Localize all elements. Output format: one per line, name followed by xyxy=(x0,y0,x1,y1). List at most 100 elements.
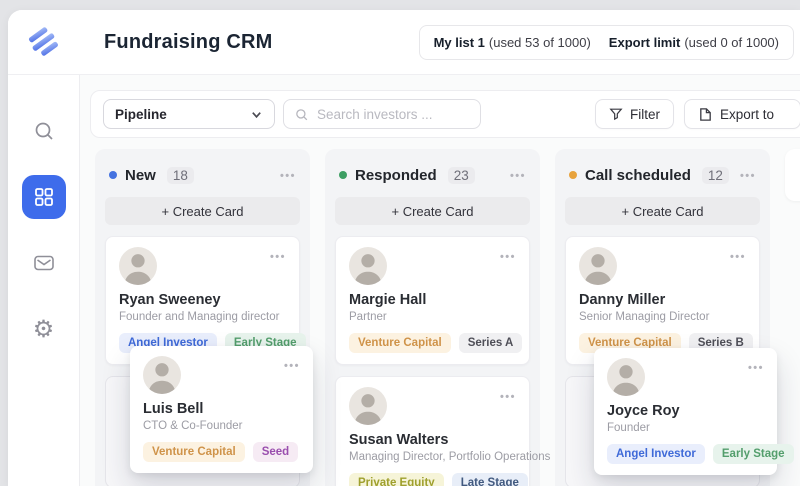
sidebar: ⚙ xyxy=(8,75,80,486)
person-silhouette-icon xyxy=(584,254,612,285)
column-count-badge: 12 xyxy=(701,166,729,184)
search-icon xyxy=(35,122,53,140)
page-title: Fundraising CRM xyxy=(104,30,273,53)
avatar xyxy=(579,247,617,285)
next-column-partial xyxy=(785,149,800,201)
investor-role: CTO & Co-Founder xyxy=(143,420,243,432)
sidebar-item-search[interactable] xyxy=(22,109,66,153)
column-title: Call scheduled xyxy=(585,166,691,184)
avatar xyxy=(119,247,157,285)
card-menu-icon[interactable] xyxy=(748,358,764,376)
mail-icon xyxy=(33,255,54,271)
gear-icon: ⚙ xyxy=(32,315,55,343)
investor-role: Partner xyxy=(349,311,387,323)
tag-early-stage: Early Stage xyxy=(712,444,794,464)
create-card-button[interactable]: + Create Card xyxy=(105,197,300,225)
my-list-usage-value: (used 53 of 1000) xyxy=(488,34,591,50)
floating-investor-card[interactable]: Joyce Roy Founder Angel Investor Early St… xyxy=(594,348,794,475)
card-menu-icon[interactable] xyxy=(270,247,286,265)
person-silhouette-icon xyxy=(354,254,382,285)
usage-stats-box: My list 1 (used 53 of 1000) Export limit(… xyxy=(418,24,794,60)
app-window: Fundraising CRM My list 1 (used 53 of 100… xyxy=(8,10,800,486)
floating-investor-card[interactable]: Luis Bell CTO & Co-Founder Venture Capit… xyxy=(130,346,313,473)
investor-role: Senior Managing Director xyxy=(579,311,710,323)
my-list-label: My list 1 xyxy=(433,34,485,50)
filter-button[interactable]: Filter xyxy=(594,99,674,129)
status-dot xyxy=(339,171,347,179)
avatar xyxy=(349,247,387,285)
column-header: Responded 23 xyxy=(335,159,530,197)
tag-list: Venture Capital Series A xyxy=(349,333,523,353)
avatar xyxy=(607,358,645,396)
tag-angel-investor: Angel Investor xyxy=(607,444,705,464)
main-content: Pipeline Search investors ... xyxy=(80,75,800,486)
investor-name: Luis Bell xyxy=(143,401,204,417)
board-toolbar: Pipeline Search investors ... xyxy=(90,90,800,138)
investor-card[interactable]: Margie Hall Partner Venture Capital Serie… xyxy=(335,236,530,365)
person-silhouette-icon xyxy=(124,254,152,285)
tag-list: Private Equity Late Stage xyxy=(349,473,528,486)
create-card-button[interactable]: + Create Card xyxy=(565,197,760,225)
investor-name: Joyce Roy xyxy=(607,403,680,419)
export-limit-usage-value: (used 0 of 1000) xyxy=(684,34,779,50)
tag-series-a: Series A xyxy=(458,333,523,353)
investor-card[interactable]: Ryan Sweeney Founder and Managing direct… xyxy=(105,236,306,365)
app-logo[interactable] xyxy=(8,22,80,62)
sidebar-item-board[interactable] xyxy=(21,175,66,219)
person-silhouette-icon xyxy=(148,363,176,394)
card-menu-icon[interactable] xyxy=(500,387,516,405)
grid-board-icon xyxy=(34,188,53,206)
tag-late-stage: Late Stage xyxy=(451,473,528,486)
export-to-button[interactable]: Export to xyxy=(683,99,800,129)
sidebar-item-settings[interactable]: ⚙ xyxy=(22,307,66,351)
avatar xyxy=(143,356,181,394)
person-silhouette-icon xyxy=(354,394,382,425)
investor-name: Ryan Sweeney xyxy=(119,292,221,308)
filter-funnel-icon xyxy=(609,108,623,121)
export-file-icon xyxy=(700,107,711,121)
tag-list: Angel Investor Early Stage xyxy=(607,444,794,464)
column-header: New 18 xyxy=(105,159,300,197)
search-icon xyxy=(296,108,308,120)
logo-stripes-icon xyxy=(28,27,58,56)
kanban-column: Responded 23 + Create Card Margie Hall P… xyxy=(325,149,551,486)
search-investors-input[interactable]: Search investors ... xyxy=(283,99,481,129)
person-silhouette-icon xyxy=(612,365,640,396)
investor-name: Margie Hall xyxy=(349,292,427,308)
card-menu-icon[interactable] xyxy=(730,247,746,265)
tag-list: Venture Capital Seed xyxy=(143,442,300,462)
create-card-button[interactable]: + Create Card xyxy=(335,197,530,225)
chevron-down-icon xyxy=(252,111,261,118)
export-limit-label: Export limit xyxy=(608,34,681,50)
avatar xyxy=(349,387,387,425)
app-header: Fundraising CRM My list 1 (used 53 of 100… xyxy=(8,10,800,74)
column-title: New xyxy=(125,166,156,184)
investor-role: Founder and Managing director xyxy=(119,311,280,323)
export-limit-usage: Export limit (used 0 of 1000) xyxy=(609,35,779,50)
view-select[interactable]: Pipeline xyxy=(103,99,275,129)
view-select-value: Pipeline xyxy=(115,106,167,122)
column-menu-icon[interactable] xyxy=(510,166,526,184)
column-title: Responded xyxy=(355,166,437,184)
my-list-usage: My list 1 (used 53 of 1000) xyxy=(434,35,591,50)
search-placeholder: Search investors ... xyxy=(317,106,433,122)
tag-private-equity: Private Equity xyxy=(349,473,444,486)
column-menu-icon[interactable] xyxy=(280,166,296,184)
card-menu-icon[interactable] xyxy=(284,356,300,374)
investor-card[interactable]: Danny Miller Senior Managing Director Ve… xyxy=(565,236,760,365)
tag-venture-capital: Venture Capital xyxy=(143,442,245,462)
column-menu-icon[interactable] xyxy=(740,166,756,184)
card-menu-icon[interactable] xyxy=(500,247,516,265)
filter-button-label: Filter xyxy=(629,106,660,122)
tag-venture-capital: Venture Capital xyxy=(349,333,451,353)
investor-card[interactable]: Susan Walters Managing Director, Portfol… xyxy=(335,376,551,486)
column-header: Call scheduled 12 xyxy=(565,159,760,197)
export-button-label: Export to xyxy=(719,106,774,122)
investor-name: Susan Walters xyxy=(349,432,449,448)
tag-seed: Seed xyxy=(252,442,299,462)
investor-role: Managing Director, Portfolio Operations xyxy=(349,451,551,463)
investor-name: Danny Miller xyxy=(579,292,666,308)
status-dot xyxy=(109,171,117,179)
column-count-badge: 23 xyxy=(447,166,475,184)
sidebar-item-mail[interactable] xyxy=(22,241,66,285)
